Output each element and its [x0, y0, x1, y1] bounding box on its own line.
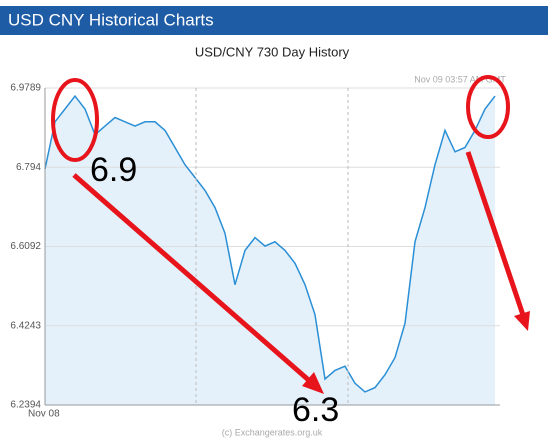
- highlight-circle: [466, 75, 510, 139]
- header-title: USD CNY Historical Charts: [8, 10, 214, 29]
- annotation: 6.3: [292, 391, 339, 429]
- y-tick-label: 6.4243: [10, 320, 41, 331]
- y-tick-label: 6.6092: [10, 241, 41, 252]
- y-tick-label: 6.2394: [10, 400, 41, 411]
- chart-title: USD/CNY 730 Day History: [195, 44, 350, 59]
- timestamp: Nov 09 03:57 AM GMT: [414, 74, 506, 84]
- area: [45, 96, 495, 405]
- x-tick-label: Nov 08: [28, 409, 60, 420]
- y-tick-label: 6.794: [16, 162, 41, 173]
- highlight-circle: [51, 78, 99, 162]
- header-bar: [0, 6, 548, 35]
- footer: (c) Exchangerates.org.uk: [222, 427, 323, 437]
- y-tick-label: 6.9789: [10, 83, 41, 94]
- annotation: 6.9: [90, 151, 137, 189]
- line: [44, 94, 496, 393]
- arrows: [72, 151, 530, 394]
